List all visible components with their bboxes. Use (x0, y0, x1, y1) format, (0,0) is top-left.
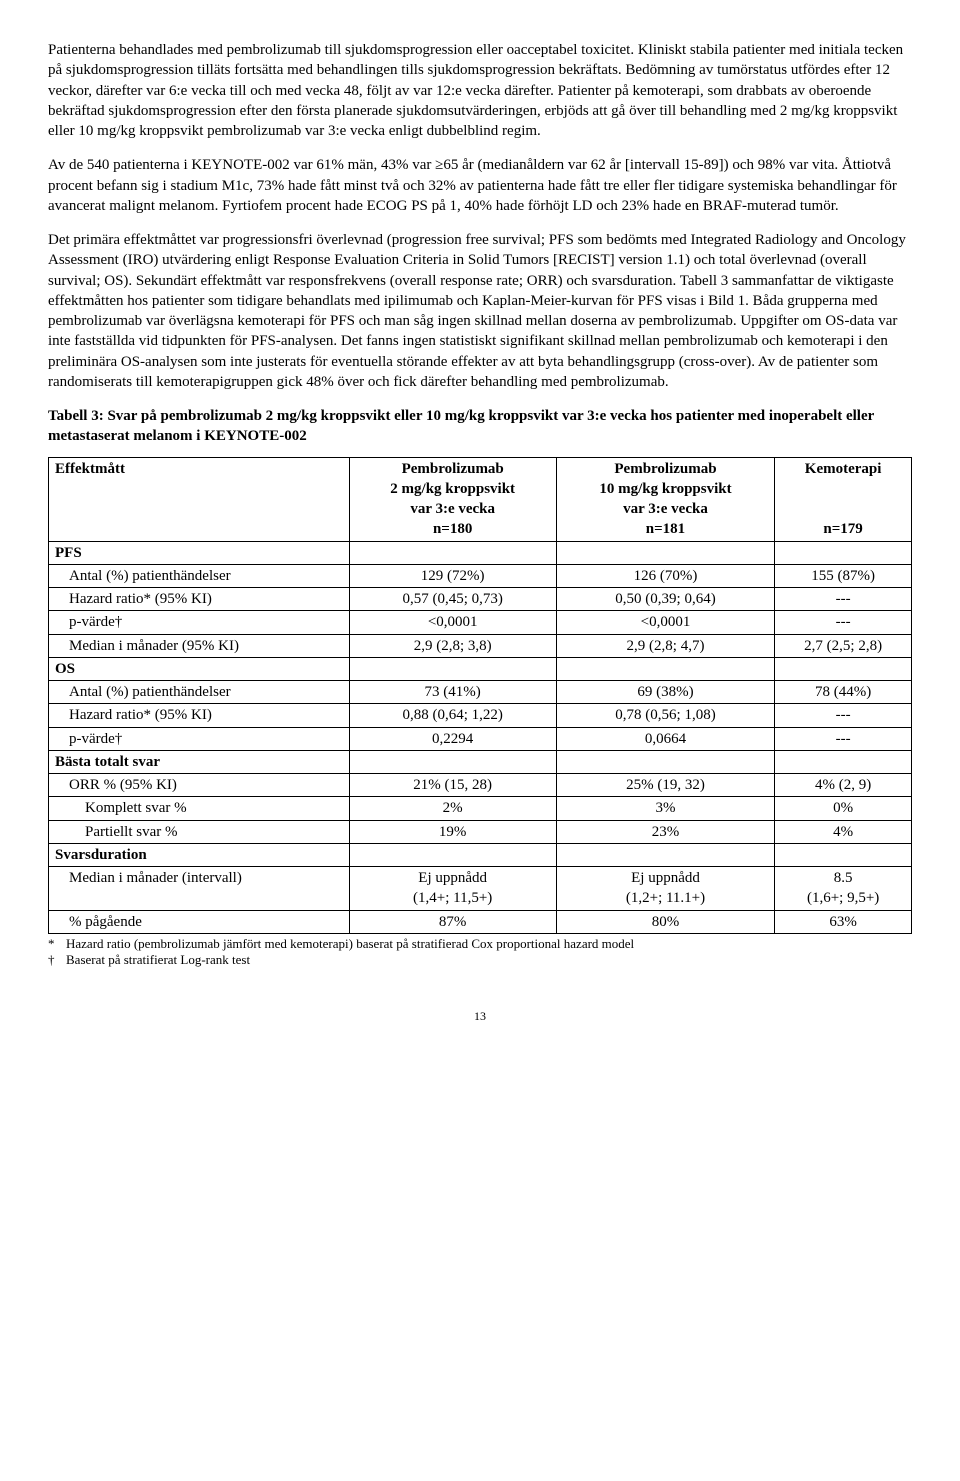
cell: <0,0001 (349, 611, 556, 634)
cell: Ej uppnådd (1,2+; 11.1+) (556, 867, 774, 911)
table-row: Antal (%) patienthändelser 73 (41%) 69 (… (49, 681, 912, 704)
table-row: % pågående 87% 80% 63% (49, 910, 912, 933)
table-title: Tabell 3: Svar på pembrolizumab 2 mg/kg … (48, 406, 912, 447)
col-header-pembro-2mg: Pembrolizumab 2 mg/kg kroppsvikt var 3:e… (349, 457, 556, 541)
cell: Ej uppnådd (1,4+; 11,5+) (349, 867, 556, 911)
row-label: Antal (%) patienthändelser (49, 681, 350, 704)
row-label: Hazard ratio* (95% KI) (49, 588, 350, 611)
cell: 2,9 (2,8; 4,7) (556, 634, 774, 657)
cell: 87% (349, 910, 556, 933)
table-row: Hazard ratio* (95% KI) 0,88 (0,64; 1,22)… (49, 704, 912, 727)
section-label: Svarsduration (49, 843, 350, 866)
cell: 0% (775, 797, 912, 820)
cell: 63% (775, 910, 912, 933)
row-label: Komplett svar % (49, 797, 350, 820)
cell: 25% (19, 32) (556, 774, 774, 797)
cell: 126 (70%) (556, 564, 774, 587)
body-paragraph-2: Av de 540 patienterna i KEYNOTE-002 var … (48, 155, 912, 216)
cell: --- (775, 611, 912, 634)
table-row: ORR % (95% KI) 21% (15, 28) 25% (19, 32)… (49, 774, 912, 797)
col-header-kemoterapi: Kemoterapi n=179 (775, 457, 912, 541)
table-row: Komplett svar % 2% 3% 0% (49, 797, 912, 820)
cell: 4% (2, 9) (775, 774, 912, 797)
table-header-row: Effektmått Pembrolizumab 2 mg/kg kroppsv… (49, 457, 912, 541)
row-label: Median i månader (95% KI) (49, 634, 350, 657)
table-row: Antal (%) patienthändelser 129 (72%) 126… (49, 564, 912, 587)
cell: 155 (87%) (775, 564, 912, 587)
table-row: Hazard ratio* (95% KI) 0,57 (0,45; 0,73)… (49, 588, 912, 611)
footnote-text: Hazard ratio (pembrolizumab jämfört med … (66, 936, 634, 952)
cell: 0,57 (0,45; 0,73) (349, 588, 556, 611)
row-label: Median i månader (intervall) (49, 867, 350, 911)
cell: 2% (349, 797, 556, 820)
table-section-os: OS (49, 657, 912, 680)
cell: 129 (72%) (349, 564, 556, 587)
cell: 2,9 (2,8; 3,8) (349, 634, 556, 657)
row-label: % pågående (49, 910, 350, 933)
section-label: OS (49, 657, 350, 680)
row-label: Partiellt svar % (49, 820, 350, 843)
table-footnotes: * Hazard ratio (pembrolizumab jämfört me… (48, 936, 912, 969)
cell: 80% (556, 910, 774, 933)
cell: --- (775, 727, 912, 750)
footnote-symbol: * (48, 936, 66, 952)
cell: 21% (15, 28) (349, 774, 556, 797)
cell: --- (775, 588, 912, 611)
cell: 78 (44%) (775, 681, 912, 704)
cell: 0,50 (0,39; 0,64) (556, 588, 774, 611)
footnote: * Hazard ratio (pembrolizumab jämfört me… (48, 936, 912, 952)
cell: 19% (349, 820, 556, 843)
row-label: p-värde† (49, 611, 350, 634)
table-section-best-response: Bästa totalt svar (49, 750, 912, 773)
section-label: Bästa totalt svar (49, 750, 350, 773)
footnote-text: Baserat på stratifierat Log-rank test (66, 952, 250, 968)
cell: 2,7 (2,5; 2,8) (775, 634, 912, 657)
row-label: Antal (%) patienthändelser (49, 564, 350, 587)
col-header-pembro-10mg: Pembrolizumab 10 mg/kg kroppsvikt var 3:… (556, 457, 774, 541)
table-section-duration: Svarsduration (49, 843, 912, 866)
cell: 4% (775, 820, 912, 843)
cell: 3% (556, 797, 774, 820)
cell: 73 (41%) (349, 681, 556, 704)
cell: 8.5 (1,6+; 9,5+) (775, 867, 912, 911)
cell: --- (775, 704, 912, 727)
table-row: p-värde† 0,2294 0,0664 --- (49, 727, 912, 750)
cell: 0,0664 (556, 727, 774, 750)
row-label: p-värde† (49, 727, 350, 750)
table-row: Median i månader (95% KI) 2,9 (2,8; 3,8)… (49, 634, 912, 657)
cell: 69 (38%) (556, 681, 774, 704)
body-paragraph-3: Det primära effektmåttet var progression… (48, 230, 912, 392)
cell: 0,88 (0,64; 1,22) (349, 704, 556, 727)
cell: <0,0001 (556, 611, 774, 634)
section-label: PFS (49, 541, 350, 564)
efficacy-table: Effektmått Pembrolizumab 2 mg/kg kroppsv… (48, 457, 912, 934)
cell: 0,78 (0,56; 1,08) (556, 704, 774, 727)
table-row: Median i månader (intervall) Ej uppnådd … (49, 867, 912, 911)
page-number: 13 (48, 1008, 912, 1024)
col-header-effektmatt: Effektmått (49, 457, 350, 541)
footnote-symbol: † (48, 952, 66, 968)
footnote: † Baserat på stratifierat Log-rank test (48, 952, 912, 968)
row-label: ORR % (95% KI) (49, 774, 350, 797)
cell: 0,2294 (349, 727, 556, 750)
cell: 23% (556, 820, 774, 843)
table-section-pfs: PFS (49, 541, 912, 564)
table-row: p-värde† <0,0001 <0,0001 --- (49, 611, 912, 634)
table-row: Partiellt svar % 19% 23% 4% (49, 820, 912, 843)
body-paragraph-1: Patienterna behandlades med pembrolizuma… (48, 40, 912, 141)
row-label: Hazard ratio* (95% KI) (49, 704, 350, 727)
